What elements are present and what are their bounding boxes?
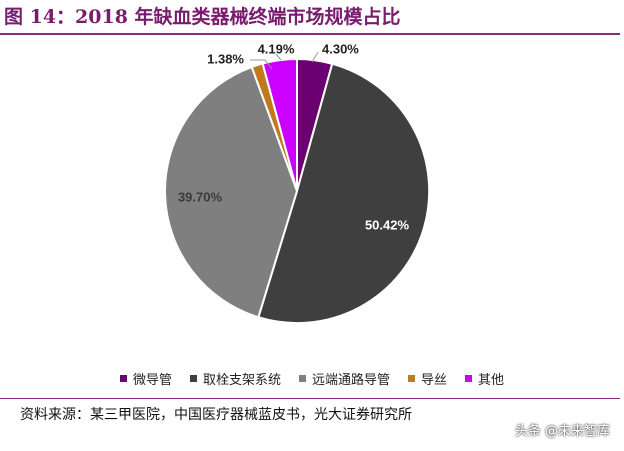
leader-line [311,51,319,63]
pie-chart: 4.30% 50.42% 39.70% 1.38% 4.19% [164,41,431,325]
pie-slice [257,62,431,325]
legend-label: 远端通路导管 [311,372,390,388]
pie-slice [261,57,298,192]
legend-swatch [119,374,127,382]
legend-item: 远端通路导管 [298,369,390,388]
watermark: 头条 @未来智库 [514,424,610,439]
chart-title: 图 14：2018 年缺血类器械终端市场规模占比 [4,6,401,28]
source-divider [0,398,620,399]
legend-swatch [465,374,473,382]
slice-label: 4.19% [258,41,295,56]
chart-legend: 微导管 取栓支架系统 远端通路导管 导丝 其他 [0,366,624,390]
legend-label: 微导管 [132,372,172,388]
slice-label: 50.42% [365,217,410,232]
legend-item: 取栓支架系统 [189,369,281,388]
leader-line [250,59,273,70]
legend-label: 导丝 [421,372,448,388]
pie-slice [164,65,299,319]
legend-label: 取栓支架系统 [202,372,281,388]
slice-label: 1.38% [207,51,244,66]
title-divider [0,33,620,35]
legend-swatch [408,374,415,382]
legend-item: 其他 [465,369,504,388]
legend-label: 其他 [478,372,505,388]
legend-item: 微导管 [119,369,172,388]
source-note: 资料来源：某三甲医院，中国医疗器械蓝皮书，光大证券研究所 [20,407,412,423]
legend-swatch [298,374,306,382]
slice-label: 39.70% [178,189,223,204]
legend-swatch [189,374,197,382]
slice-label: 4.30% [322,41,359,56]
legend-item: 导丝 [408,369,447,388]
leader-line [275,53,282,61]
